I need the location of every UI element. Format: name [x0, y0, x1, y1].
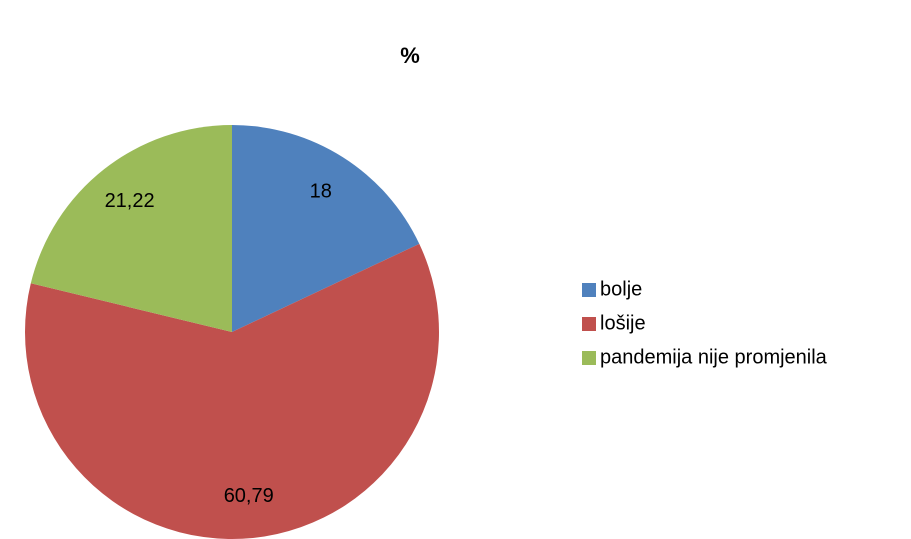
- pie-slice: [232, 125, 420, 332]
- data-label: 60,79: [224, 485, 274, 507]
- legend-label: pandemija nije promjenila: [600, 346, 828, 368]
- legend-swatch: [582, 283, 596, 297]
- legend-swatch: [582, 317, 596, 331]
- pie-slice: [30, 125, 232, 332]
- data-label: 18: [310, 180, 332, 202]
- legend-label: lošije: [600, 312, 646, 334]
- data-label: 21,22: [105, 190, 155, 212]
- legend-label: bolje: [600, 278, 642, 300]
- legend-swatch: [582, 351, 596, 365]
- pie-slice: [24, 243, 439, 539]
- chart-title: %: [400, 43, 420, 68]
